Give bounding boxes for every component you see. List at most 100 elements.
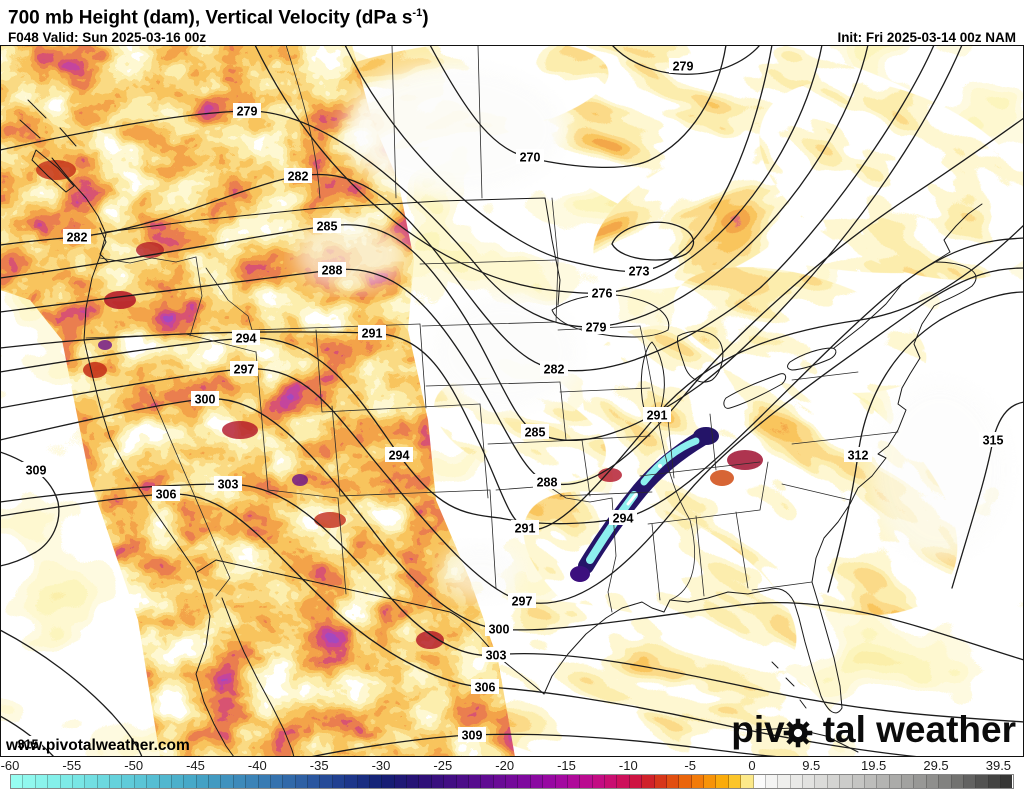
colorbar-cell — [592, 775, 605, 788]
colorbar-cell — [716, 775, 729, 788]
contour-line-270 — [429, 44, 727, 169]
contour-label: 300 — [489, 623, 510, 637]
colorbar-cell — [963, 775, 977, 788]
contour-label-box — [844, 447, 872, 462]
colorbar-cell — [790, 775, 803, 788]
contour-label: 315 — [18, 738, 39, 752]
colorbar-tick: 19.5 — [860, 758, 887, 773]
contour-line-303 — [0, 483, 1024, 723]
contour-label: 276 — [592, 287, 613, 301]
terrain-lift-west-layer — [0, 45, 515, 757]
contour-label-box — [214, 476, 242, 491]
colorbar-cell — [506, 775, 519, 788]
contour-label-box — [516, 149, 544, 164]
map-header: 700 mb Height (dam), Vertical Velocity (… — [0, 0, 1024, 45]
title-superscript: -1 — [412, 7, 423, 19]
colorbar-cell — [60, 775, 73, 788]
contour-label: 294 — [236, 332, 257, 346]
colorbar-tick: -60 — [0, 758, 20, 773]
colorbar-cell — [939, 775, 952, 788]
colorbar-cell — [654, 775, 667, 788]
contour-label: 279 — [237, 105, 258, 119]
contour-label: 279 — [673, 60, 694, 74]
contour-label-box — [482, 647, 510, 662]
colorbar-cell — [543, 775, 556, 788]
colorbar-cell — [951, 775, 964, 788]
logo-text-tal-weather: tal weather — [822, 709, 1016, 750]
contour-line-285 — [0, 44, 963, 441]
contour-label: 315 — [983, 434, 1004, 448]
colorbar-cell — [815, 775, 828, 788]
contour-label-box — [540, 361, 568, 376]
colorbar-cell — [765, 775, 779, 788]
valid-time-text: F048 Valid: Sun 2025-03-16 00z — [8, 30, 207, 46]
colorbar-tick: -35 — [309, 758, 329, 773]
contour-labels: 270 273 276 279 279 279 282 282 282 285 285 288 288 2… — [14, 58, 1007, 752]
colorbar-tick: -30 — [371, 758, 391, 773]
contour-label-box — [233, 103, 261, 118]
colorbar-cell — [270, 775, 284, 788]
contour-label-box — [191, 391, 219, 406]
contour-label: 282 — [288, 170, 309, 184]
contour-label: 300 — [195, 393, 216, 407]
contour-label: 273 — [629, 265, 650, 279]
colorbar-tick: -45 — [186, 758, 205, 773]
contour-line-282 — [0, 44, 935, 372]
colorbar-tick: -40 — [247, 758, 267, 773]
colorbar-cell — [48, 775, 61, 788]
contour-label-box — [521, 424, 549, 439]
colorbar-cell — [431, 775, 445, 788]
colorbar-cell — [283, 775, 296, 788]
contour-label: 288 — [322, 264, 343, 278]
contour-label: 288 — [537, 476, 558, 490]
contour-label: 291 — [362, 327, 383, 341]
colorbar-cell — [332, 775, 346, 788]
colorbar-cell — [728, 775, 742, 788]
colorbar-cell — [976, 775, 989, 788]
contour-label: 291 — [647, 409, 668, 423]
contour-line-276 — [254, 44, 823, 295]
contour-label: 306 — [475, 681, 496, 695]
contour-line-279-north-arc — [611, 44, 761, 75]
contour-label-box — [625, 263, 653, 278]
colorbar-cell — [704, 775, 717, 788]
colorbar-cell — [85, 775, 98, 788]
contour-label-box — [533, 474, 561, 489]
colorbar-cell — [382, 775, 395, 788]
contour-label-box — [588, 285, 616, 300]
colorbar-cell — [605, 775, 618, 788]
init-time-text: Init: Fri 2025-03-14 00z NAM — [837, 30, 1016, 46]
colorbar-tick: -20 — [495, 758, 515, 773]
colorbar-cell — [753, 775, 766, 788]
contour-label-box — [385, 447, 413, 462]
colorbar-cell — [864, 775, 878, 788]
colorbar-cell — [233, 775, 247, 788]
colorbar-tick: -55 — [62, 758, 82, 773]
contour-label-box — [485, 621, 513, 636]
pacific-coastline — [51, 157, 203, 591]
contour-label-box — [318, 262, 346, 277]
contour-label-box — [508, 593, 536, 608]
rio-grande-us-mexico-border — [196, 559, 545, 695]
colorbar-cell — [11, 775, 24, 788]
contour-label: 285 — [525, 426, 546, 440]
contour-label-box — [979, 432, 1007, 447]
lake-ontario — [787, 347, 837, 371]
contour-label: 279 — [586, 321, 607, 335]
colorbar-cell — [481, 775, 494, 788]
colorbar-cell — [134, 775, 148, 788]
colorbar: -60 -55 -50 -45 -40 -35 -30 -25 -20 -15 -10 -5 0 9.5 1… — [0, 757, 1024, 791]
pivotalweather-logo: piv tal weathe — [731, 709, 1016, 751]
contour-label: 291 — [515, 522, 536, 536]
colorbar-cell — [345, 775, 358, 788]
colorbar-cell — [778, 775, 791, 788]
colorbar-cell — [97, 775, 110, 788]
colorbar-cell — [629, 775, 643, 788]
weather-map-svg[interactable]: 270 273 276 279 279 279 282 282 282 285 285 288 288 2… — [0, 26, 1024, 782]
colorbar-cell — [295, 775, 308, 788]
contour-label-box — [471, 679, 499, 694]
colorbar-cell — [914, 775, 927, 788]
contour-line-279 — [0, 44, 869, 328]
contour-line-273 — [344, 44, 773, 273]
map-area[interactable]: 270 273 276 279 279 279 282 282 282 285 285 288 288 2… — [0, 26, 1024, 782]
